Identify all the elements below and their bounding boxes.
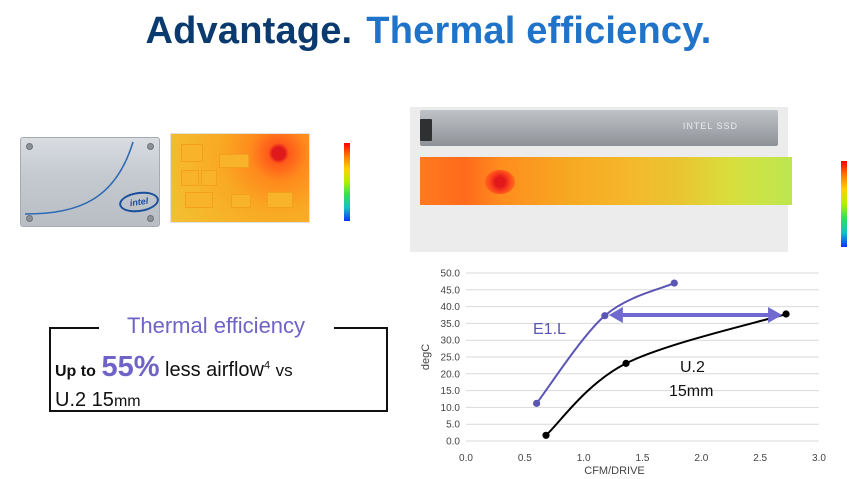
x-tick-label: 1.0 [577, 453, 591, 464]
y-tick-label: 10.0 [441, 403, 461, 414]
data-point [622, 359, 630, 367]
hotspot [485, 170, 515, 194]
x-axis-label: CFM/DRIVE [584, 465, 645, 477]
x-tick-label: 0.5 [518, 453, 532, 464]
screw-icon [147, 143, 154, 150]
e1l-drive-photo: INTEL SSD [420, 110, 778, 146]
y-tick-label: 35.0 [441, 319, 461, 330]
y-tick-label: 15.0 [441, 386, 461, 397]
y-tick-label: 20.0 [441, 369, 461, 380]
thermal-efficiency-heading: Thermal efficiency [126, 313, 306, 338]
y-tick-label: 5.0 [446, 420, 460, 431]
data-point [542, 431, 550, 439]
data-point [670, 279, 678, 287]
arrowhead-left-icon [608, 307, 623, 323]
data-point [601, 312, 609, 320]
series-line-1 [545, 313, 787, 437]
x-tick-label: 3.0 [812, 453, 826, 464]
airflow-claim: Up to 55% less airflow4 vs [55, 351, 293, 384]
vs-text: vs [275, 361, 293, 380]
drive-connector [420, 119, 432, 141]
x-tick-label: 1.5 [636, 453, 650, 464]
y-tick-label: 45.0 [441, 285, 461, 296]
y-tick-label: 40.0 [441, 302, 461, 313]
footnote-marker: 4 [263, 359, 271, 372]
u2-15mm-annotation: 15mm [669, 383, 713, 400]
screw-icon [26, 143, 33, 150]
screw-icon [147, 215, 154, 222]
y-tick-label: 30.0 [441, 336, 461, 347]
data-point [533, 399, 541, 407]
y-tick-label: 50.0 [441, 269, 461, 280]
page-title: Advantage. Thermal efficiency. [0, 10, 857, 53]
screw-icon [26, 215, 33, 222]
title-thermal-efficiency: Thermal efficiency. [366, 10, 712, 52]
arrowhead-right-icon [768, 307, 783, 323]
e1l-drive-label: INTEL SSD [682, 121, 738, 131]
u2-annotation: U.2 [680, 359, 705, 376]
e1l-temperature-scale [805, 153, 857, 253]
mm-unit-text: mm [113, 393, 141, 410]
y-tick-label: 0.0 [446, 437, 460, 448]
series-line-0 [535, 282, 675, 404]
data-point [782, 310, 790, 318]
u2-temperature-scale [312, 133, 380, 227]
e1l-annotation: E1.L [533, 321, 566, 338]
y-tick-label: 25.0 [441, 353, 461, 364]
up-to-text: Up to [55, 363, 96, 380]
chart-svg: 0.0 5.0 10.0 15.0 20.0 25.0 30.0 35.0 40.0 45.0 50… [420, 269, 826, 478]
thermal-efficiency-box [49, 327, 388, 412]
y-axis-label: degC [420, 344, 432, 370]
u2-thermal-map [170, 133, 310, 223]
u2-15-text: U.2 15 [55, 389, 114, 411]
e1l-drive-panel: INTEL SSD [410, 107, 792, 252]
title-advantage: Advantage. [145, 10, 353, 52]
box-top-left-border [49, 327, 99, 329]
x-tick-label: 2.0 [694, 453, 708, 464]
box-top-right-border [334, 327, 388, 329]
e1l-thermal-map [420, 157, 792, 205]
airflow-temperature-chart: 0.0 5.0 10.0 15.0 20.0 25.0 30.0 35.0 40.0 45.0 50… [400, 262, 857, 479]
comparison-target: U.2 15mm [55, 389, 141, 412]
airflow-text: less airflow [165, 359, 264, 381]
drive-swoosh-graphic [24, 141, 134, 215]
u2-drive-photo: intel [20, 137, 161, 227]
x-tick-label: 0.0 [459, 453, 473, 464]
percent-value: 55% [101, 351, 160, 383]
x-tick-label: 2.5 [753, 453, 767, 464]
